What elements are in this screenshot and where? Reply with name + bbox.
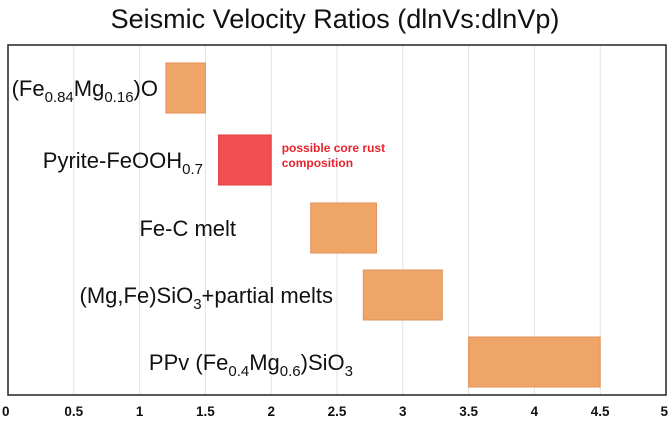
range-bar [362, 269, 443, 321]
plot-frame [7, 44, 667, 396]
x-tick-label: 5 [660, 404, 668, 419]
range-bar [165, 62, 206, 114]
x-tick-label: 1 [136, 404, 144, 419]
annotation-text: possible core rust composition [282, 141, 385, 170]
x-tick-label: 4.5 [591, 404, 610, 419]
range-bars [165, 62, 601, 388]
range-bar [218, 134, 272, 186]
x-axis-ticks: 0 0.5 1 1.5 2 2.5 3 3.5 4 4.5 5 [2, 404, 668, 419]
category-labels: (Fe0.84Mg0.16)O Pyrite-FeOOH0.7 Fe-C melt (… [12, 76, 353, 380]
category-label: Fe-C melt [139, 216, 236, 241]
x-tick-label: 1.5 [196, 404, 215, 419]
x-tick-label: 0 [2, 404, 10, 419]
x-tick-label: 3.5 [459, 404, 478, 419]
category-label: (Fe0.84Mg0.16)O [12, 76, 158, 106]
category-label: Pyrite-FeOOH0.7 [43, 148, 203, 178]
x-tick-label: 4 [531, 404, 539, 419]
x-tick-label: 2.5 [328, 404, 347, 419]
range-bar [468, 336, 601, 388]
x-tick-label: 0.5 [64, 404, 83, 419]
range-bar [310, 202, 377, 254]
chart-title: Seismic Velocity Ratios (dlnVs:dlnVp) [111, 4, 560, 34]
category-label: PPv (Fe0.4Mg0.6)SiO3 [149, 350, 353, 380]
annotations: possible core rust composition [282, 141, 385, 170]
category-label: (Mg,Fe)SiO3+partial melts [80, 283, 333, 313]
x-tick-label: 2 [267, 404, 275, 419]
x-tick-label: 3 [399, 404, 407, 419]
